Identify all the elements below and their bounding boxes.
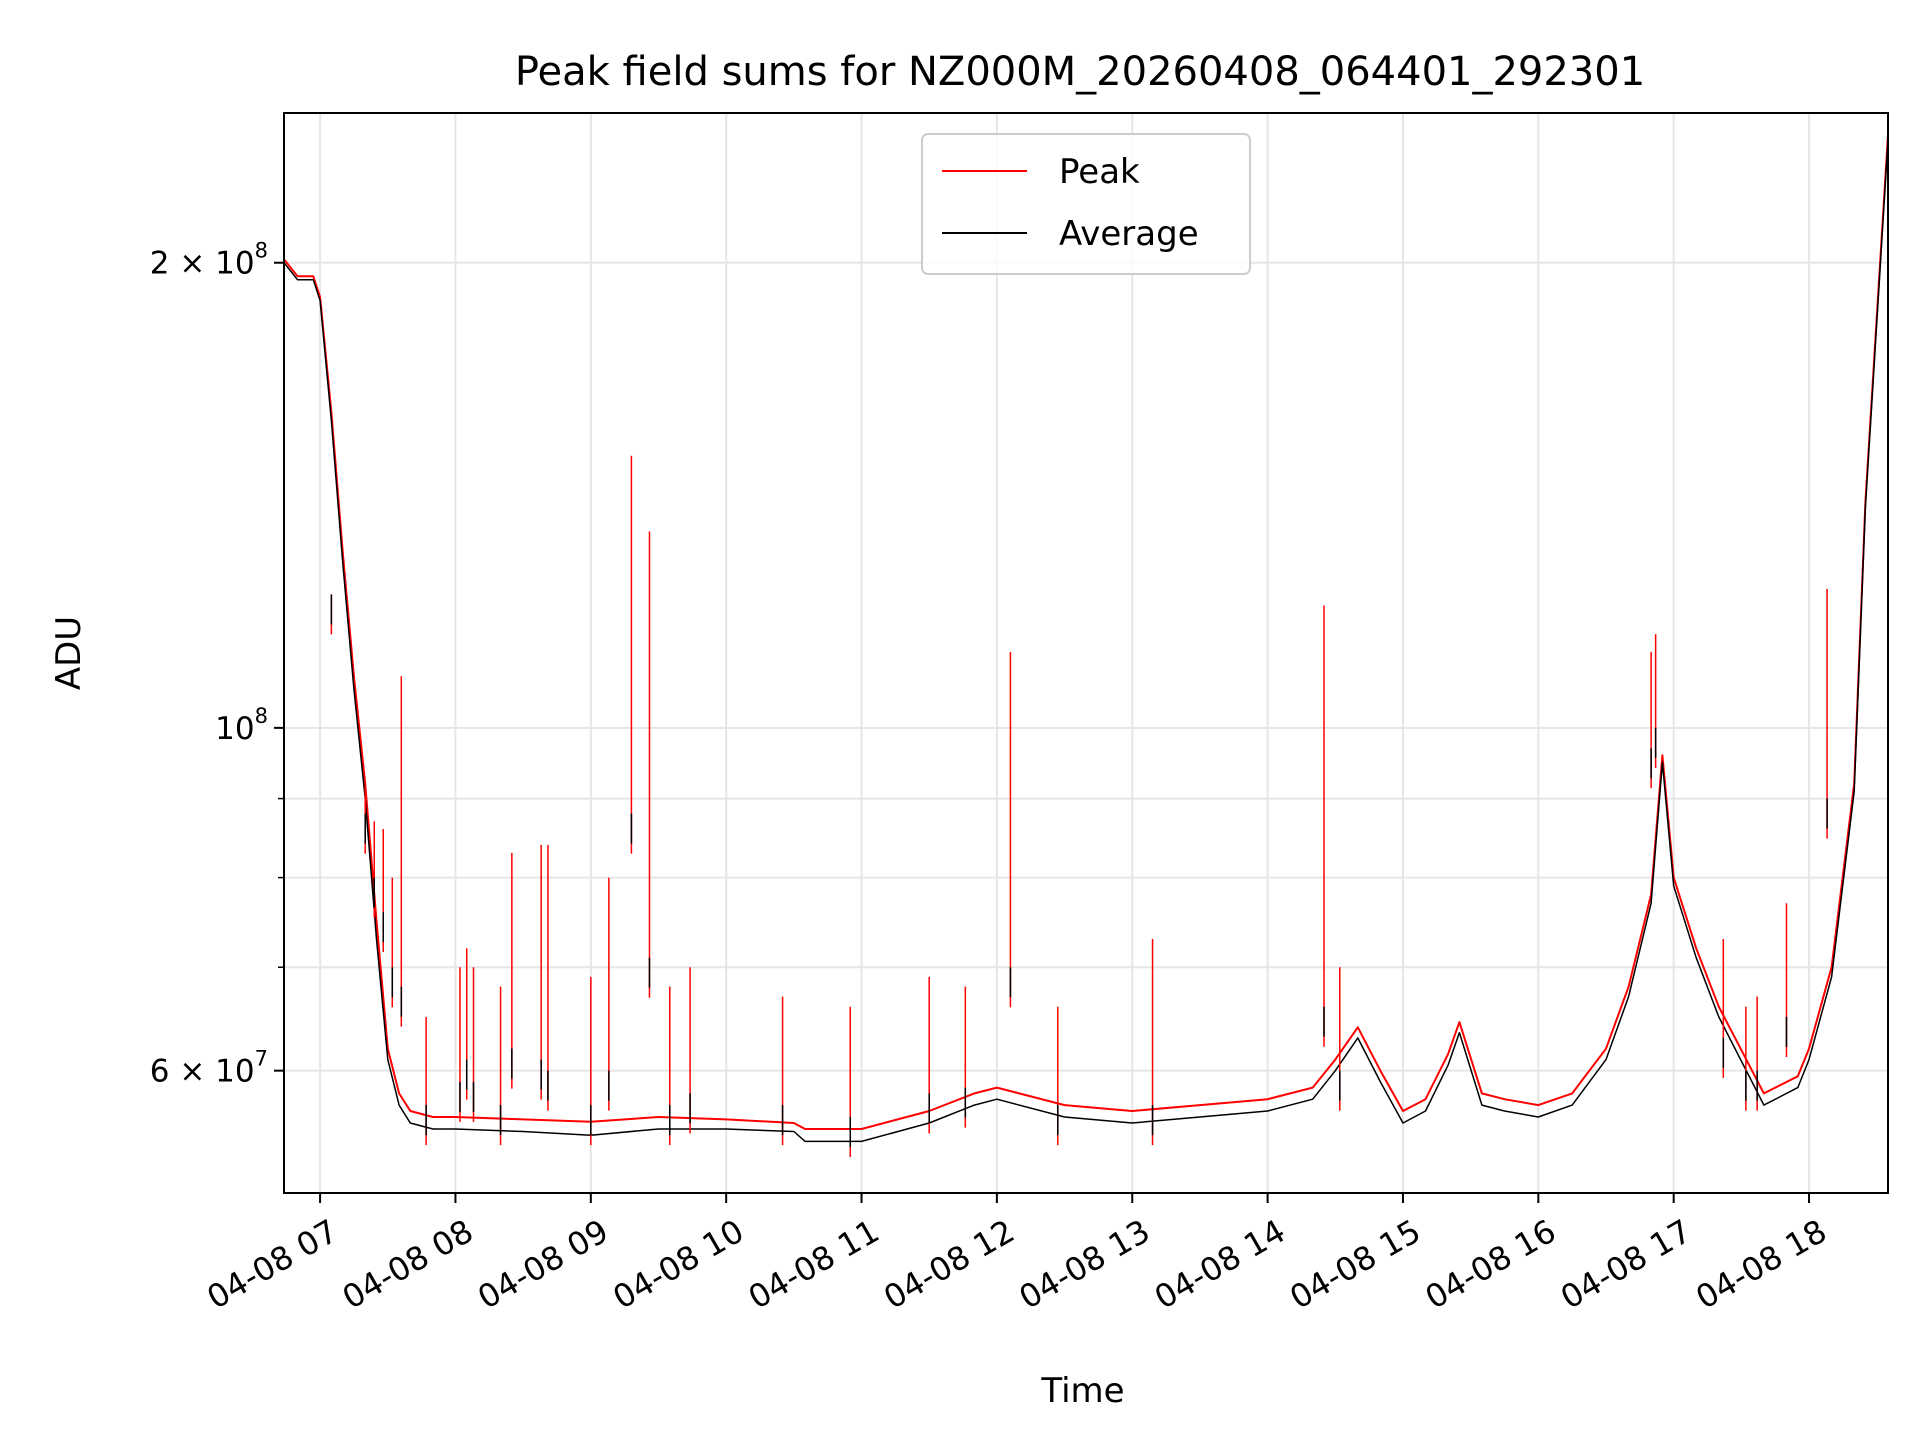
y-tick-label-exponent: 7 (255, 1047, 268, 1071)
plot-frame (283, 112, 1889, 1194)
y-tick-label-base: 2 × 10 (150, 246, 255, 282)
legend-box (921, 133, 1251, 275)
y-tick-label: 2 × 108 (150, 239, 268, 282)
x-axis-label: Time (1040, 1371, 1124, 1411)
y-tick-label: 108 (215, 704, 268, 747)
legend: Peak Average (921, 133, 1251, 275)
y-tick-label-base: 6 × 10 (150, 1054, 255, 1090)
y-tick-label: 6 × 107 (150, 1047, 268, 1090)
y-axis-label: ADU (49, 616, 89, 690)
average-line (283, 140, 1889, 1143)
y-tick-label-exponent: 8 (255, 239, 268, 263)
legend-label-peak: Peak (1059, 152, 1140, 192)
legend-label-average: Average (1059, 214, 1199, 254)
chart-title: Peak field sums for NZ000M_20260408_0644… (515, 49, 1645, 95)
grid (284, 113, 1888, 1193)
peak-line (283, 134, 1889, 1130)
y-tick-label-base: 10 (215, 711, 254, 747)
plot-area (283, 134, 1889, 1157)
y-tick-label-exponent: 8 (255, 704, 268, 728)
